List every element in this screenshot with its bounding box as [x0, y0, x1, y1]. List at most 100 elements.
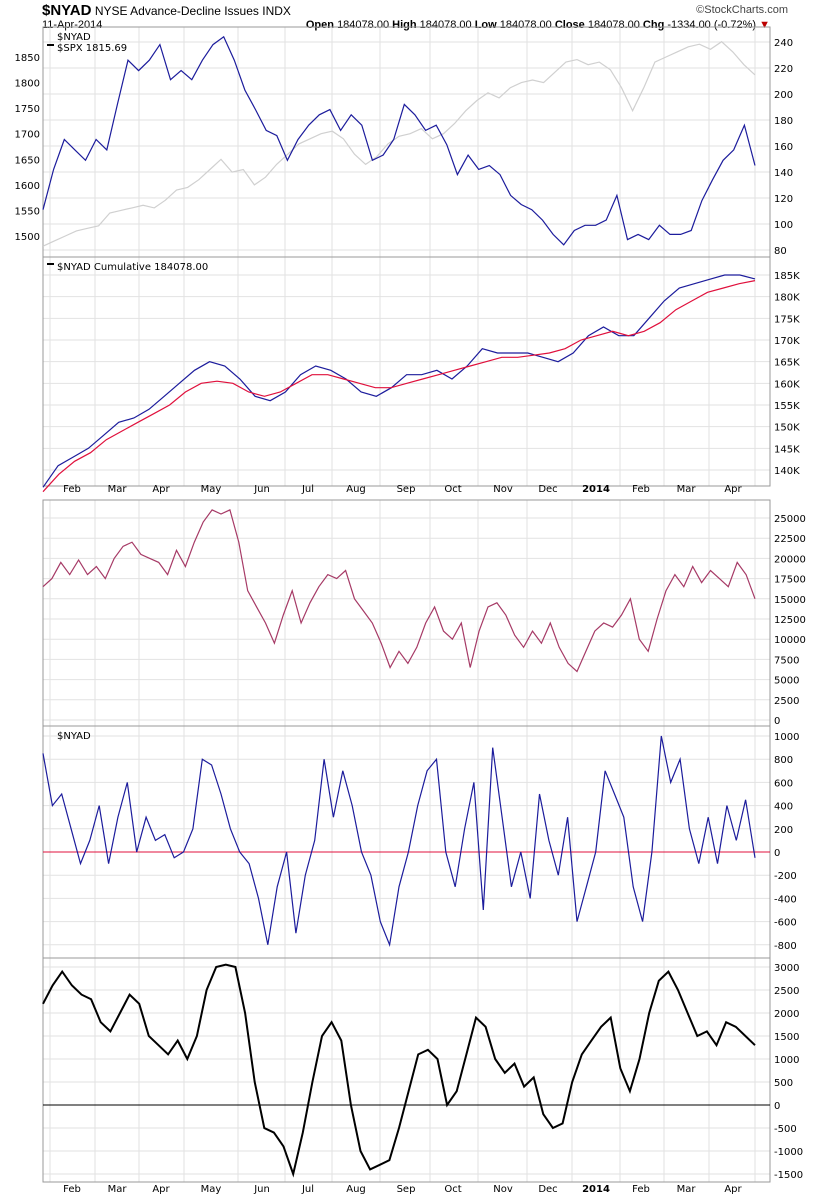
right-tick-label: 20000 [774, 554, 806, 565]
right-tick-label: 160K [774, 379, 800, 390]
x-tick-label: Feb [63, 1184, 81, 1195]
left-tick-label: 1700 [15, 130, 40, 141]
series-line-oscillator [42, 963, 756, 1178]
right-tick-label: 160 [774, 142, 793, 153]
legend-label: $NYAD [57, 32, 91, 43]
x-tick-label: Sep [397, 1184, 416, 1195]
chart-date: 11-Apr-2014 [42, 19, 103, 31]
series-line-nyad [42, 35, 756, 246]
x-tick-label: Feb [632, 1184, 650, 1195]
right-tick-label: 200 [774, 90, 793, 101]
right-tick-label: -200 [774, 871, 797, 882]
panel-border [42, 26, 771, 258]
right-tick-label: 22500 [774, 534, 806, 545]
right-tick-label: 12500 [774, 615, 806, 626]
panel-border [42, 725, 771, 959]
right-tick-label: 2000 [774, 1009, 799, 1020]
legend-label: $NYAD Cumulative 184078.00 [57, 262, 208, 273]
x-tick-label: Mar [108, 1184, 128, 1195]
exchange: INDX [262, 4, 291, 18]
left-tick-label: 1850 [15, 53, 40, 64]
right-tick-label: 1000 [774, 1055, 799, 1066]
x-tick-label: Jun [253, 1184, 270, 1195]
series-line-spx [42, 40, 756, 247]
x-tick-label: Jun [253, 484, 270, 495]
right-tick-label: 0 [774, 716, 780, 727]
copyright: ©StockCharts.com [696, 4, 788, 16]
x-tick-label: May [201, 1184, 222, 1195]
x-tick-label: Mar [677, 1184, 697, 1195]
right-tick-label: 600 [774, 778, 793, 789]
right-tick-label: 155K [774, 401, 800, 412]
right-tick-label: 7500 [774, 655, 799, 666]
x-tick-label: Dec [538, 1184, 557, 1195]
right-tick-label: 80 [774, 246, 787, 257]
right-tick-label: 175K [774, 314, 800, 325]
right-tick-label: 0 [774, 1101, 780, 1112]
legend-label: $SPX 1815.69 [57, 43, 127, 54]
chart-title: $NYAD NYSE Advance-Decline Issues INDX [42, 2, 291, 19]
x-tick-label: Apr [724, 484, 742, 495]
x-tick-label: Apr [724, 1184, 742, 1195]
series-line-movingaverage [42, 280, 756, 493]
x-tick-label: Feb [632, 484, 650, 495]
x-tick-label: Aug [346, 1184, 366, 1195]
right-tick-label: 3000 [774, 963, 799, 974]
right-tick-label: 500 [774, 1078, 793, 1089]
series-line-cumulative [42, 274, 756, 488]
left-tick-label: 1800 [15, 79, 40, 90]
x-tick-label: Apr [152, 1184, 170, 1195]
right-tick-label: 17500 [774, 575, 806, 586]
panel-border [42, 499, 771, 727]
right-tick-label: 1500 [774, 1032, 799, 1043]
right-tick-label: -800 [774, 941, 797, 952]
panel-border [42, 957, 771, 1183]
right-tick-label: 800 [774, 755, 793, 766]
right-tick-label: 170K [774, 336, 800, 347]
right-tick-label: 10000 [774, 635, 806, 646]
down-arrow-icon: ▼ [759, 19, 770, 31]
left-tick-label: 1600 [15, 181, 40, 192]
right-tick-label: -1500 [774, 1170, 803, 1181]
left-tick-label: 1650 [15, 155, 40, 166]
right-tick-label: 5000 [774, 676, 799, 687]
x-tick-label: May [201, 484, 222, 495]
index-name: NYSE Advance-Decline Issues [94, 4, 259, 18]
right-tick-label: 150K [774, 423, 800, 434]
legend-swatch [47, 263, 54, 265]
x-tick-label: 2014 [582, 484, 610, 495]
symbol: $NYAD [42, 2, 92, 19]
x-tick-label: Oct [444, 484, 461, 495]
x-tick-label: Apr [152, 484, 170, 495]
left-tick-label: 1750 [15, 104, 40, 115]
right-tick-label: -500 [774, 1124, 797, 1135]
legend-label: $NYAD [57, 731, 91, 742]
x-tick-label: Nov [493, 484, 513, 495]
series-line-indicator [42, 509, 756, 673]
x-tick-label: Oct [444, 1184, 461, 1195]
x-tick-label: Jul [301, 1184, 314, 1195]
panel-border [42, 256, 771, 487]
right-tick-label: 220 [774, 64, 793, 75]
ohlc-bar: Open 184078.00 High 184078.00 Low 184078… [305, 19, 770, 31]
right-tick-label: -400 [774, 894, 797, 905]
x-tick-label: 2014 [582, 1184, 610, 1195]
left-tick-label: 1550 [15, 206, 40, 217]
right-tick-label: 180 [774, 116, 793, 127]
right-tick-label: 165K [774, 358, 800, 369]
right-tick-label: 100 [774, 220, 793, 231]
right-tick-label: 120 [774, 194, 793, 205]
x-tick-label: Jul [301, 484, 314, 495]
right-tick-label: 140 [774, 168, 793, 179]
right-tick-label: 1000 [774, 732, 799, 743]
right-tick-label: 140K [774, 466, 800, 477]
right-tick-label: 2500 [774, 696, 799, 707]
x-tick-label: Mar [108, 484, 128, 495]
right-tick-label: 145K [774, 444, 800, 455]
right-tick-label: 400 [774, 802, 793, 813]
right-tick-label: 180K [774, 293, 800, 304]
right-tick-label: -1000 [774, 1147, 803, 1158]
x-tick-label: Mar [677, 484, 697, 495]
